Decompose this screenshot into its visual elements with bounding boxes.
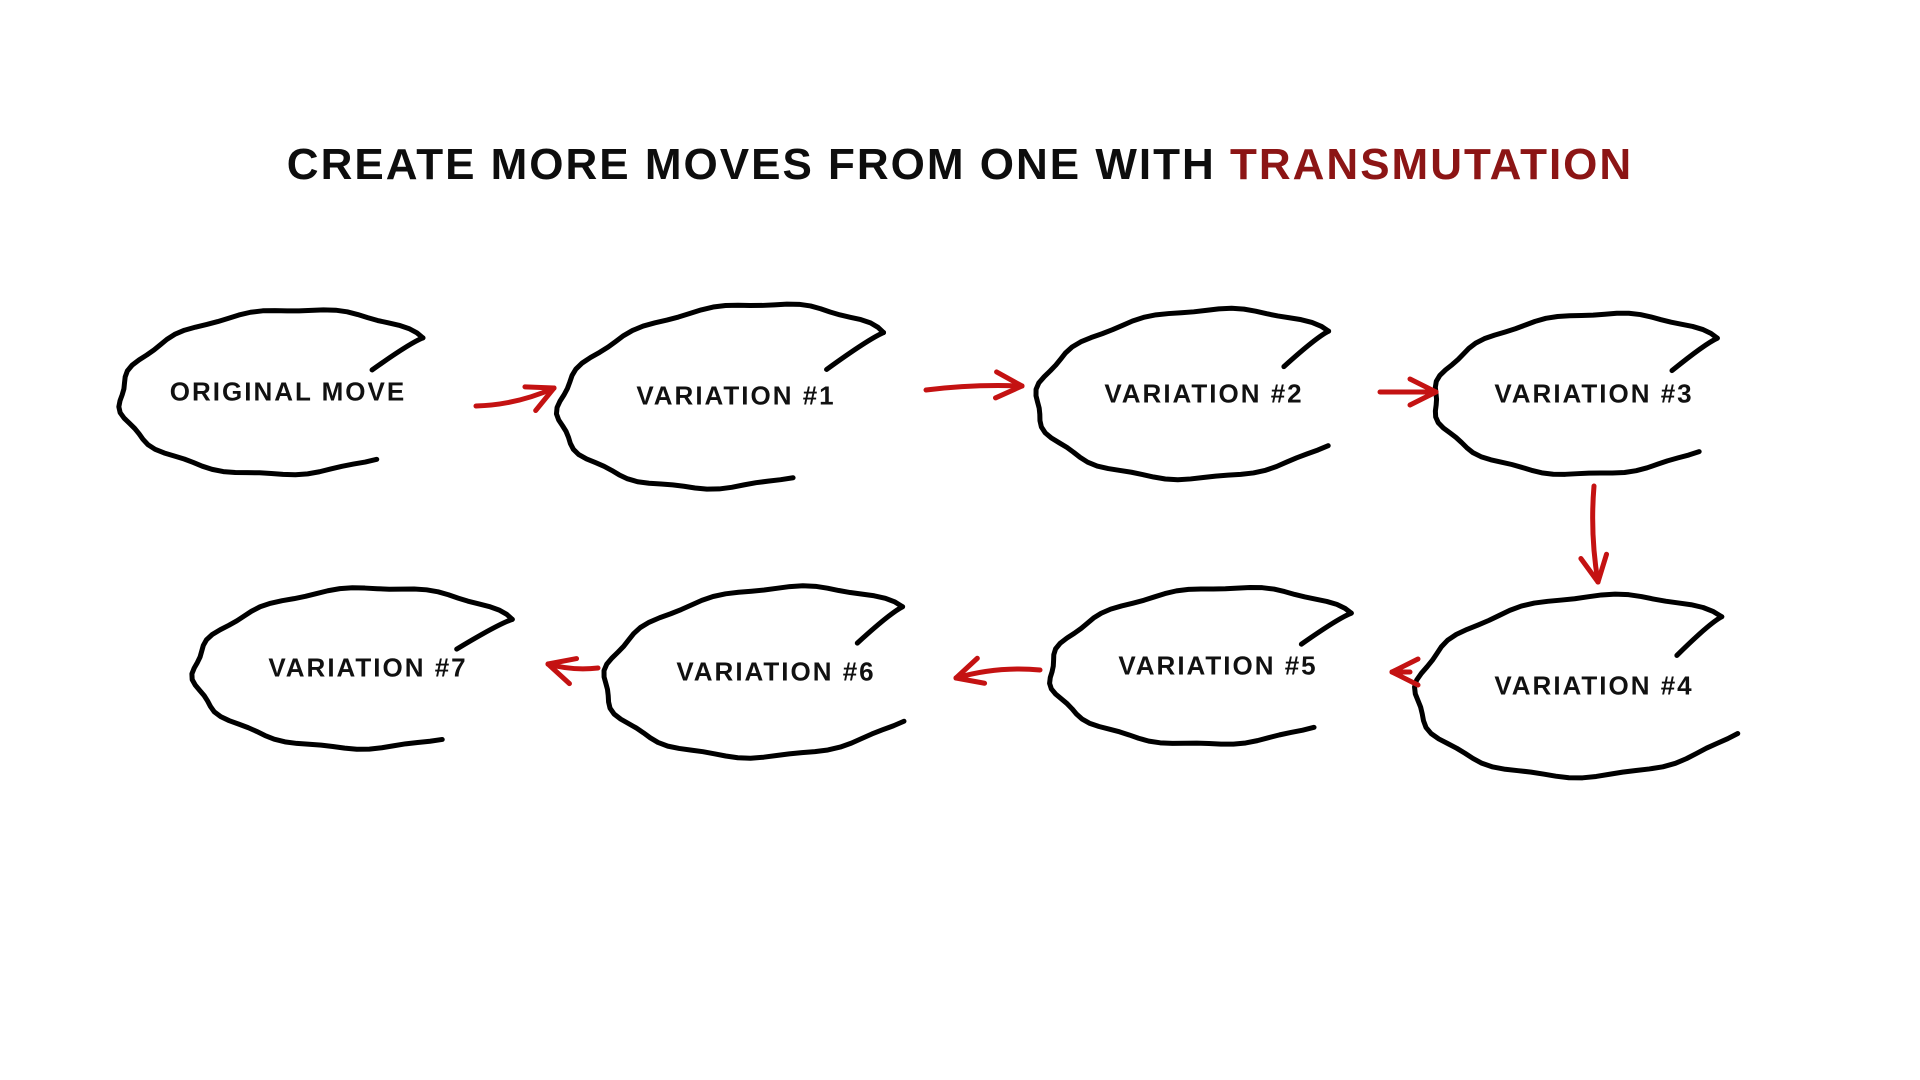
flow-node-label-v7: Variation #7 [268,653,467,684]
title-plain: Create more moves from one with [287,140,1230,189]
flow-arrow-v6-v7 [548,659,598,684]
flow-node-label-v3: Variation #3 [1494,379,1693,410]
flow-node-label-v4: Variation #4 [1494,671,1693,702]
flow-arrow-v1-v2 [926,372,1022,398]
flow-node-label-v1: Variation #1 [636,381,835,412]
page-title: Create more moves from one with transmut… [0,140,1920,190]
flow-node-label-v5: Variation #5 [1118,651,1317,682]
title-highlight: transmutation [1230,140,1633,189]
flow-arrow-orig-v1 [476,387,554,411]
diagram-stage: Create more moves from one with transmut… [0,0,1920,1080]
flow-arrow-v5-v6 [956,658,1040,683]
flow-node-label-v2: Variation #2 [1104,379,1303,410]
flow-arrow-v2-v3 [1380,379,1436,405]
flow-node-label-orig: Original Move [170,377,406,408]
flow-arrow-v3-v4 [1581,486,1607,582]
flow-node-label-v6: Variation #6 [676,657,875,688]
flow-arrow-v4-v5 [1392,659,1418,685]
